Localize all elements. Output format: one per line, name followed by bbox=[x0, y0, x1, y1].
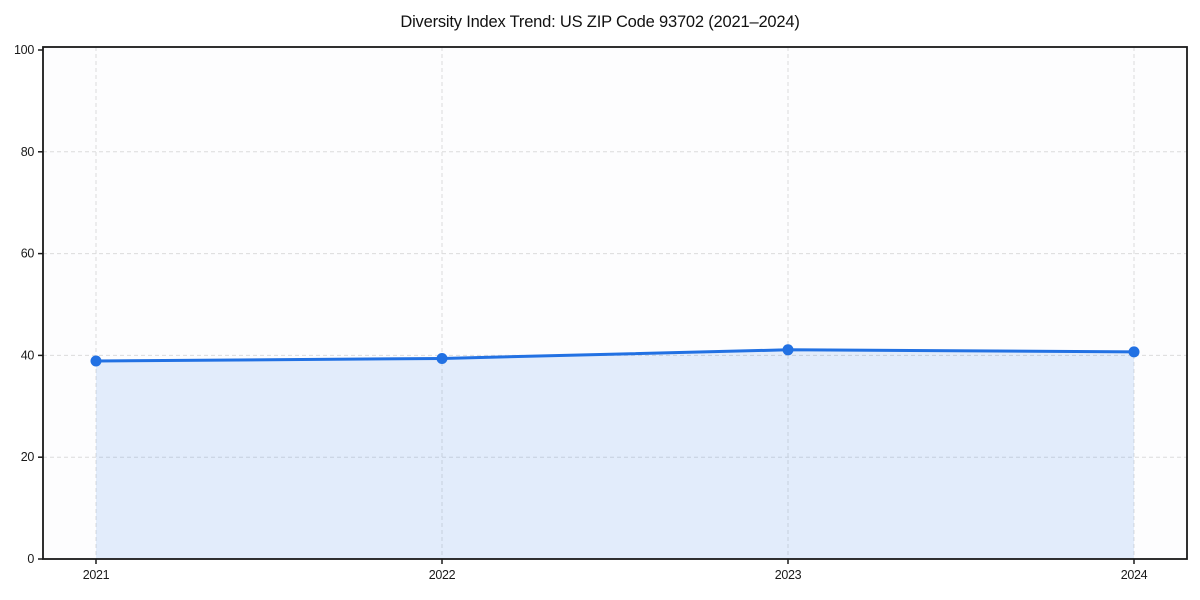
y-tick-label: 100 bbox=[14, 43, 34, 57]
y-tick-label: 80 bbox=[21, 145, 35, 159]
y-tick-label: 20 bbox=[21, 450, 35, 464]
x-tick-label: 2022 bbox=[429, 568, 456, 582]
axes-spines bbox=[42, 46, 1188, 560]
x-tick-label: 2023 bbox=[775, 568, 802, 582]
data-point-2022 bbox=[436, 352, 448, 364]
y-tick-label: 60 bbox=[21, 247, 35, 261]
area-fill bbox=[96, 349, 1134, 559]
plot-background bbox=[43, 47, 1187, 559]
data-point-2023 bbox=[782, 344, 794, 356]
chart-title: Diversity Index Trend: US ZIP Code 93702… bbox=[400, 13, 800, 31]
y-tick-label: 40 bbox=[21, 348, 35, 362]
x-tick-label: 2024 bbox=[1121, 568, 1148, 582]
data-point-2021 bbox=[90, 355, 102, 367]
series-line bbox=[94, 348, 1136, 363]
data-point-2024 bbox=[1128, 346, 1140, 358]
x-tick-label: 2021 bbox=[83, 568, 110, 582]
y-tick-label: 0 bbox=[27, 552, 34, 566]
